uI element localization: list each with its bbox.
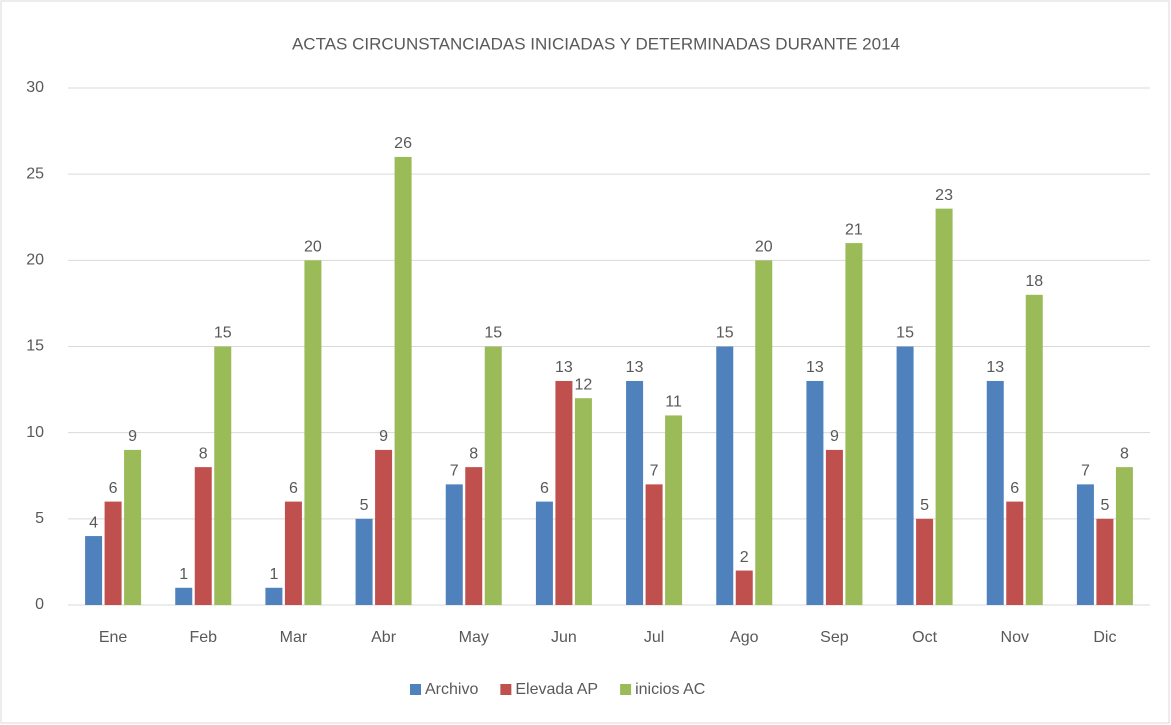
bar (214, 346, 232, 605)
legend-swatch (500, 684, 512, 695)
data-label: 8 (1120, 445, 1129, 462)
x-tick-label: Ene (99, 629, 128, 646)
data-label: 6 (1010, 480, 1019, 497)
data-label: 13 (626, 359, 644, 376)
data-label: 9 (830, 428, 839, 445)
bar (755, 260, 773, 605)
bar (265, 587, 283, 605)
data-label: 7 (1081, 463, 1090, 480)
bar (896, 346, 914, 605)
data-label: 13 (806, 359, 824, 376)
data-label: 15 (484, 325, 502, 342)
bar (735, 570, 753, 605)
x-tick-label: Feb (189, 629, 217, 646)
bar (465, 467, 483, 605)
bar (484, 346, 502, 605)
bar (355, 518, 373, 605)
data-label: 6 (289, 480, 298, 497)
bar (1115, 467, 1133, 605)
data-label: 18 (1025, 273, 1043, 290)
x-tick-label: Mar (280, 629, 308, 646)
data-label: 2 (740, 549, 749, 566)
x-tick-label: Ago (730, 629, 759, 646)
bar (916, 518, 934, 605)
legend-label: Elevada AP (515, 681, 598, 698)
bar (375, 449, 393, 605)
legend-swatch (410, 684, 421, 695)
bar (194, 467, 212, 605)
bar (104, 501, 122, 605)
x-tick-label: May (459, 629, 489, 646)
y-tick-label: 15 (26, 338, 44, 355)
y-tick-label: 25 (26, 165, 44, 182)
data-label: 8 (199, 445, 208, 462)
bar (935, 208, 953, 605)
data-label: 4 (89, 514, 98, 531)
bar (986, 380, 1004, 605)
data-label: 11 (665, 394, 682, 411)
legend-label: inicios AC (635, 681, 705, 698)
bar (1025, 294, 1043, 605)
data-label: 26 (394, 135, 412, 152)
x-tick-label: Oct (912, 629, 937, 646)
bar (1076, 484, 1094, 605)
data-label: 5 (1100, 497, 1109, 514)
data-label: 1 (269, 566, 278, 583)
data-label: 13 (986, 359, 1004, 376)
x-tick-label: Jul (644, 629, 664, 646)
data-label: 6 (109, 480, 118, 497)
x-tick-label: Sep (820, 629, 849, 646)
bar (175, 587, 193, 605)
data-label: 15 (896, 325, 914, 342)
data-label: 5 (360, 497, 369, 514)
data-label: 15 (214, 325, 232, 342)
data-label: 5 (920, 497, 929, 514)
data-label: 8 (469, 445, 478, 462)
y-tick-label: 20 (26, 252, 44, 269)
legend-swatch (620, 684, 632, 695)
data-label: 9 (379, 428, 388, 445)
data-label: 9 (128, 428, 137, 445)
data-label: 7 (450, 463, 459, 480)
bar (825, 449, 843, 605)
bar (284, 501, 302, 605)
data-label: 13 (555, 359, 573, 376)
data-label: 20 (304, 239, 322, 256)
data-label: 23 (935, 187, 953, 204)
chart-title: ACTAS CIRCUNSTANCIADAS INICIADAS Y DETER… (292, 34, 900, 53)
bar (574, 398, 592, 605)
bar (535, 501, 553, 605)
bar (806, 380, 824, 605)
bar (626, 380, 644, 605)
bar (445, 484, 463, 605)
bar (845, 243, 863, 605)
data-label: 1 (179, 566, 188, 583)
data-label: 12 (575, 376, 593, 393)
data-label: 21 (845, 221, 863, 238)
data-label: 20 (755, 239, 773, 256)
y-tick-label: 30 (26, 79, 44, 96)
bar (394, 156, 412, 605)
y-tick-label: 10 (26, 424, 44, 441)
bar (716, 346, 734, 605)
bar (1096, 518, 1114, 605)
bar (1006, 501, 1024, 605)
bar (124, 449, 142, 605)
x-tick-label: Abr (371, 629, 397, 646)
bar (304, 260, 322, 605)
bar (555, 380, 573, 605)
data-label: 6 (540, 480, 549, 497)
bar (665, 415, 683, 605)
x-tick-label: Dic (1093, 629, 1116, 646)
x-tick-label: Jun (551, 629, 577, 646)
data-label: 15 (716, 325, 734, 342)
x-tick-label: Nov (1001, 629, 1029, 646)
bar (85, 536, 103, 605)
bar (645, 484, 663, 605)
data-label: 7 (650, 463, 659, 480)
legend-label: Archivo (425, 681, 478, 698)
y-tick-label: 0 (35, 596, 44, 613)
y-tick-label: 5 (35, 510, 44, 527)
